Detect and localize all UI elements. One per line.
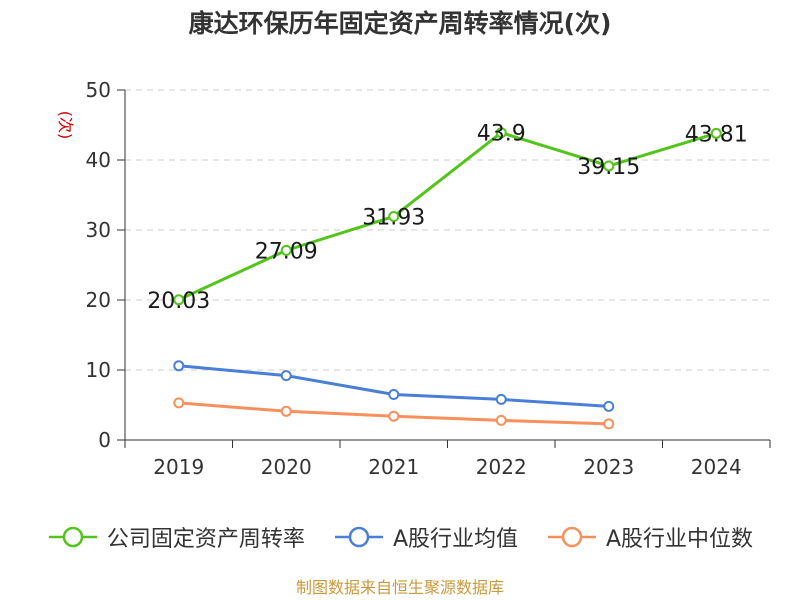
source-note: 制图数据来自恒生聚源数据库 [295,578,504,597]
data-label: 43.81 [685,122,748,147]
legend-item[interactable]: 公司固定资产周转率 [47,521,305,553]
data-point [280,405,292,417]
x-tick-label: 2023 [583,455,634,479]
x-tick-label: 2020 [261,455,312,479]
data-point [603,400,615,412]
grid-lines [125,89,770,371]
series-lines [173,127,722,430]
x-tick-label: 2022 [476,455,527,479]
series-line [178,131,717,302]
y-axis-label: (次) [56,111,75,140]
data-point [388,210,400,222]
x-tick-label: 2024 [691,455,742,479]
legend-swatch [548,526,596,548]
data-point [280,244,292,256]
x-tick-label: 2021 [368,455,419,479]
data-point [173,360,185,372]
data-point [495,414,507,426]
data-point [495,127,507,139]
data-label: 43.9 [477,122,526,147]
legend-item[interactable]: A股行业中位数 [546,521,753,553]
data-labels: 20.03 27.09 31.93 43.9 39.15 43.81 [147,122,747,314]
y-tick-label: 50 [86,78,111,102]
y-tick-label: 20 [86,288,111,312]
y-tick-label: 0 [98,428,111,452]
data-point [173,397,185,409]
legend-label: 公司固定资产周转率 [106,527,305,552]
data-point [603,418,615,430]
chart-title: 康达环保历年固定资产周转率情况(次) [188,9,612,38]
data-label: 39.15 [577,155,640,180]
data-label: 27.09 [255,239,318,264]
data-point [388,389,400,400]
legend: 公司固定资产周转率 A股行业均值 A股行业中位数 [0,520,800,554]
x-tick-label: 2019 [153,455,204,479]
data-point [388,410,400,422]
legend-item[interactable]: A股行业均值 [333,521,518,553]
series-line [178,364,609,408]
data-point [603,160,615,172]
y-tick-label: 10 [86,358,111,382]
legend-label: A股行业均值 [392,527,518,552]
data-label: 31.93 [362,205,425,230]
legend-swatch [48,526,97,548]
axes: 0 10 20 30 40 50 2019 2020 2021 2022 2023 2024 [86,78,771,479]
data-point [710,127,722,139]
legend-swatch [334,526,383,548]
data-point [280,370,292,382]
data-label: 20.03 [147,289,210,314]
data-point [495,393,507,405]
legend-label: A股行业中位数 [606,527,754,552]
y-tick-label: 30 [86,218,111,242]
y-tick-label: 40 [86,148,111,172]
data-point [173,294,185,306]
